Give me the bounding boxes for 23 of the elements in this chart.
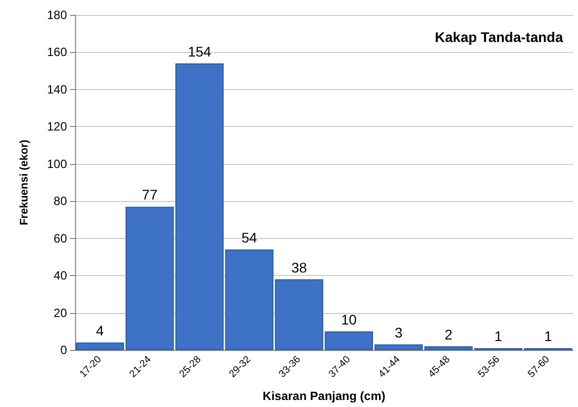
data-label: 77 [142, 186, 158, 203]
data-label: 3 [394, 324, 403, 340]
x-axis-title: Kisaran Panjang (cm) [262, 389, 386, 403]
data-label: 1 [544, 328, 552, 344]
y-tick-label: 120 [46, 120, 68, 134]
y-tick-label: 0 [60, 343, 68, 357]
data-label: 154 [188, 43, 212, 60]
text: Kakap Tanda-tanda [434, 29, 564, 45]
data-label: 2 [444, 326, 453, 342]
y-tick-label: 180 [46, 8, 68, 22]
y-tick-label: 60 [54, 231, 68, 246]
y-tick-label: 140 [46, 82, 68, 96]
data-label: 10 [341, 311, 357, 328]
y-tick-label: 100 [46, 156, 68, 171]
y-tick-label: 160 [46, 45, 68, 60]
y-tick-label: 40 [54, 268, 68, 283]
data-label: 4 [96, 322, 104, 339]
y-tick-label: 80 [54, 194, 68, 208]
y-tick-label: 20 [54, 306, 68, 320]
y-axis-title: Frekuensi (ekor) [18, 139, 30, 226]
data-label: 38 [291, 259, 308, 276]
data-label: 1 [494, 328, 502, 344]
data-label: 54 [242, 230, 258, 246]
